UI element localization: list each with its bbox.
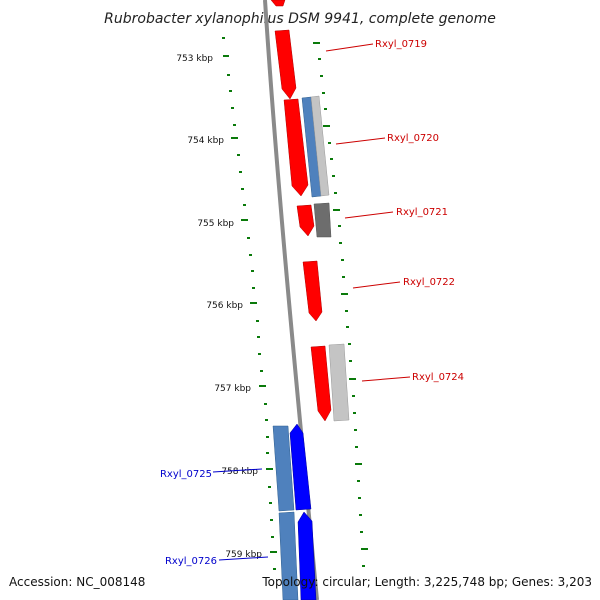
inner-tick-column	[222, 37, 277, 570]
outer-tick-column	[313, 42, 368, 567]
kbp-tick-label: 758 kbp	[221, 467, 258, 477]
cog-bar-0724-grey	[328, 343, 350, 422]
topology-label: Topology: circular; Length: 3,225,748 bp…	[261, 575, 592, 589]
gene-rxyl-0726-cog	[278, 511, 299, 600]
gene-label-rxyl-0724: Rxyl_0724	[412, 372, 464, 383]
gene-rxyl-0724	[310, 345, 332, 422]
kbp-tick-label: 759 kbp	[225, 550, 262, 560]
gene-label-rxyl-0726: Rxyl_0726	[165, 556, 217, 567]
cog-bar-0721-grey	[313, 202, 332, 238]
gene-label-rxyl-0720: Rxyl_0720	[387, 133, 439, 144]
map-title: Rubrobacter xylanophilus DSM 9941, compl…	[104, 11, 496, 27]
forward-genes	[270, 0, 332, 422]
gene-rxyl-0718	[270, 0, 286, 7]
accession-label: Accession: NC_008148	[9, 575, 145, 589]
gene-rxyl-0725	[289, 423, 312, 511]
gene-label-rxyl-0719: Rxyl_0719	[375, 39, 427, 50]
kbp-tick-labels: 753 kbp 754 kbp 755 kbp 756 kbp 757 kbp …	[176, 54, 262, 560]
leader-line-rxyl-0722	[352, 281, 401, 289]
kbp-tick-label: 754 kbp	[187, 136, 224, 146]
kbp-tick-label: 756 kbp	[206, 301, 243, 311]
gene-rxyl-0721	[296, 204, 315, 237]
leader-line-rxyl-0720	[335, 137, 386, 145]
gene-rxyl-0726	[297, 511, 317, 600]
gene-label-rxyl-0725: Rxyl_0725	[160, 469, 212, 480]
leader-line-rxyl-0719	[325, 43, 374, 52]
leader-line-rxyl-0721	[344, 211, 394, 219]
gene-rxyl-0725-cog	[272, 425, 295, 512]
reverse-gene-labels: Rxyl_0725 Rxyl_0726	[160, 468, 269, 567]
cog-feature-bars	[301, 95, 350, 422]
forward-gene-labels: Rxyl_0719 Rxyl_0720 Rxyl_0721 Rxyl_0722 …	[325, 39, 464, 383]
leader-line-rxyl-0726	[218, 556, 269, 561]
gene-rxyl-0719	[274, 29, 297, 100]
reverse-genes	[272, 423, 317, 600]
gene-rxyl-0722	[302, 260, 323, 322]
leader-line-rxyl-0724	[361, 376, 411, 382]
gene-label-rxyl-0721: Rxyl_0721	[396, 207, 448, 218]
gene-rxyl-0720	[283, 98, 309, 197]
leader-line-rxyl-0725	[212, 468, 263, 473]
kbp-tick-label: 755 kbp	[197, 219, 234, 229]
kbp-tick-label: 753 kbp	[176, 54, 213, 64]
kbp-tick-label: 757 kbp	[214, 384, 251, 394]
cog-bar-0720-grey	[310, 95, 330, 197]
gene-label-rxyl-0722: Rxyl_0722	[403, 277, 455, 288]
